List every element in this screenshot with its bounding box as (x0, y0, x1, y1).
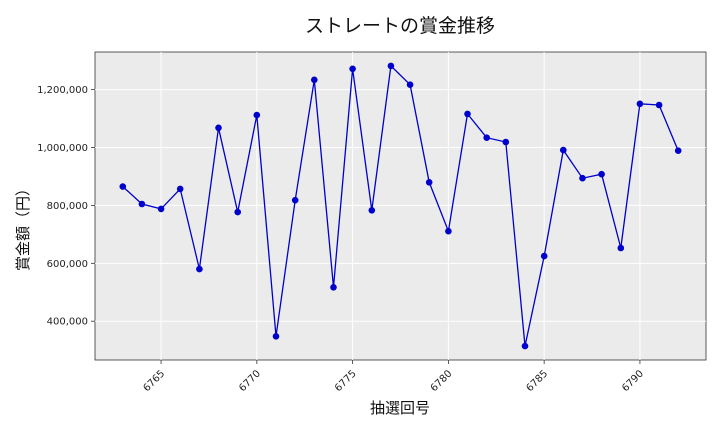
data-point (291, 196, 299, 204)
series-group (119, 62, 682, 350)
y-tick-label: 800,000 (47, 201, 88, 212)
data-point (617, 244, 625, 252)
data-point (311, 76, 318, 84)
data-point (349, 65, 356, 73)
y-tick-label: 1,200,000 (37, 85, 88, 96)
data-point (157, 205, 165, 213)
data-point (234, 208, 241, 216)
x-tick-label: 6790 (620, 368, 646, 394)
x-axis-label: 抽選回号 (370, 399, 430, 417)
x-tick-label: 6770 (237, 368, 263, 394)
y-tick-label: 1,000,000 (37, 143, 88, 154)
y-axis: 400,000 600,000 800,000 1,000,000 1,200,000 (37, 85, 95, 328)
x-tick-label: 6780 (429, 368, 455, 394)
x-axis: 6765 6770 6775 6780 6785 6790 (141, 360, 646, 394)
data-point (598, 170, 605, 178)
data-point (368, 207, 376, 214)
chart-title: ストレートの賞金推移 (305, 15, 495, 37)
data-point (655, 101, 663, 109)
y-tick-label: 400,000 (47, 317, 88, 328)
data-point (196, 265, 203, 273)
data-point (119, 183, 127, 190)
data-point (579, 174, 586, 182)
data-point (406, 81, 414, 88)
data-point (176, 185, 184, 193)
data-point (387, 62, 395, 70)
data-point (138, 200, 146, 208)
data-point (540, 252, 548, 260)
data-point (445, 227, 452, 235)
data-point (215, 124, 222, 132)
data-point (560, 146, 567, 154)
data-point (521, 342, 529, 350)
plot-area (94, 51, 707, 361)
data-point (272, 333, 280, 340)
data-point (425, 179, 433, 186)
data-point (464, 110, 471, 118)
data-point (636, 100, 644, 108)
data-point (253, 111, 261, 119)
x-tick-label: 6765 (141, 368, 167, 394)
data-point (674, 147, 682, 154)
x-tick-label: 6785 (524, 368, 550, 394)
y-axis-label: 賞金額（円） (14, 181, 32, 271)
data-point (330, 284, 337, 291)
y-tick-label: 600,000 (47, 259, 88, 270)
x-tick-label: 6775 (333, 368, 359, 394)
data-point (483, 134, 491, 141)
data-point (502, 138, 510, 146)
